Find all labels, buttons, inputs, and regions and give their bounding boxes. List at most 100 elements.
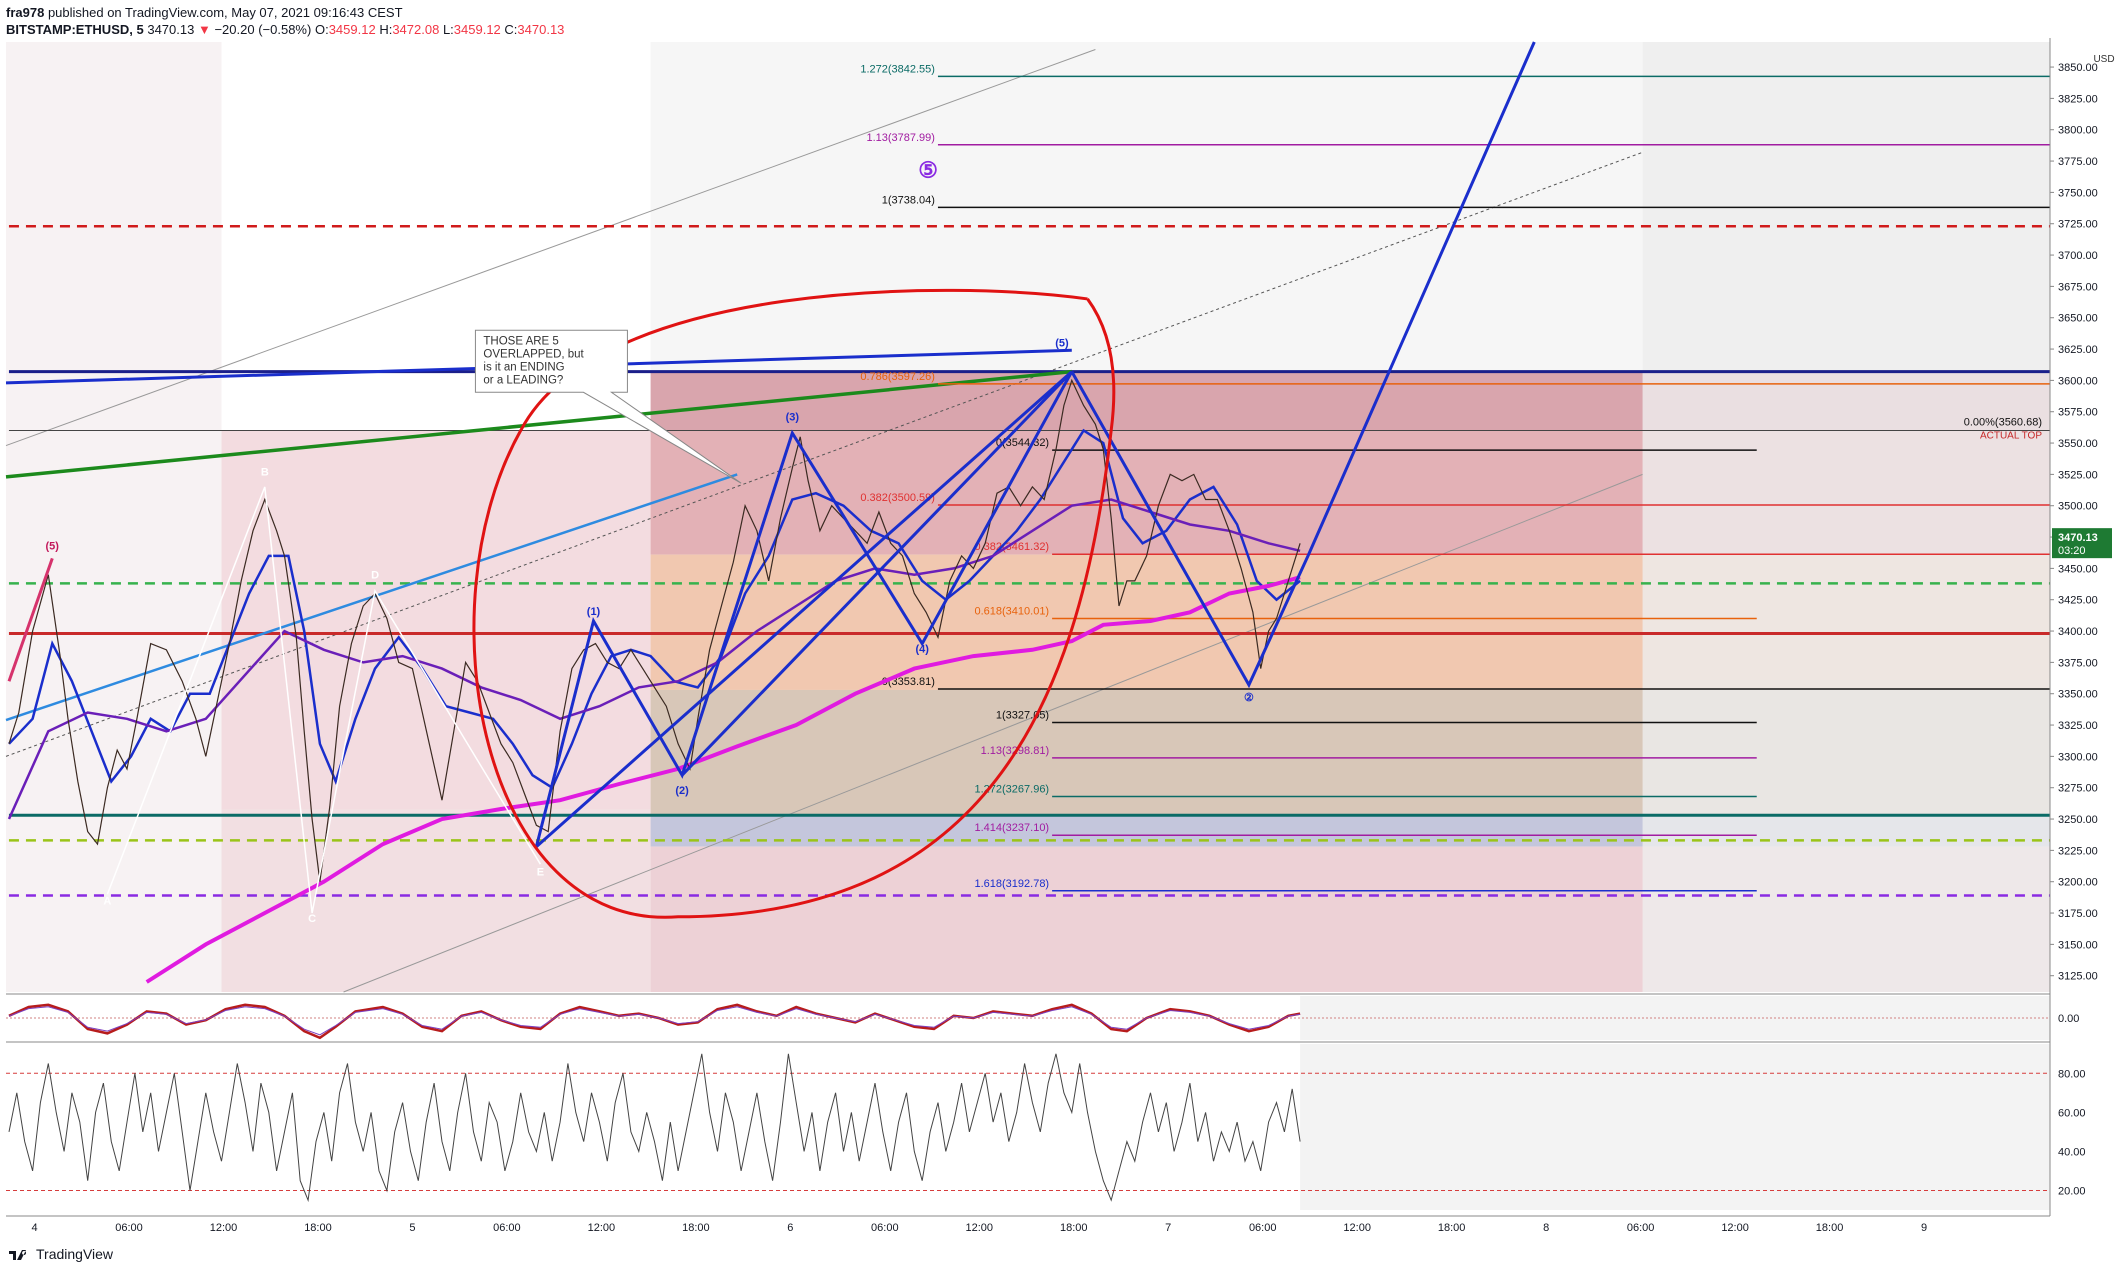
fib-level-label: 0.382(3461.32) — [974, 541, 1049, 553]
time-tick-label: 12:00 — [588, 1222, 616, 1234]
price-tick-label: 3375.00 — [2058, 657, 2098, 669]
moving-average-line — [145, 575, 1301, 984]
price-tick-label: 3825.00 — [2058, 93, 2098, 105]
wedge-lower-line — [535, 370, 1073, 848]
author-name[interactable]: fra978 — [6, 5, 45, 20]
open-label: O: — [314, 22, 329, 37]
fib-level-label: 1.414(3237.10) — [974, 822, 1049, 834]
price-tick-label: 3850.00 — [2058, 62, 2098, 74]
osc2-tick-label: 80.00 — [2058, 1068, 2086, 1080]
wave-label: (5) — [1055, 338, 1069, 350]
price-tick-label: 3625.00 — [2058, 344, 2098, 356]
price-tick-label: 3150.00 — [2058, 939, 2098, 951]
time-tick-label: 12:00 — [1721, 1222, 1749, 1234]
wave-label: C — [308, 913, 316, 925]
last-price-value: 3470.13 — [2058, 532, 2098, 544]
moving-average-line — [7, 498, 1301, 820]
wave-label: ⑤ — [918, 157, 938, 182]
price-tick-label: 3775.00 — [2058, 156, 2098, 168]
wave-label: (2) — [675, 785, 689, 797]
wave-label: D — [371, 569, 379, 581]
price-tick-label: 3575.00 — [2058, 407, 2098, 419]
triangle-wave-line — [106, 486, 542, 914]
low-label: L: — [442, 22, 454, 37]
price-tick-label: 3225.00 — [2058, 845, 2098, 857]
price-tick-label: 3675.00 — [2058, 281, 2098, 293]
time-tick-label: 06:00 — [871, 1222, 899, 1234]
impulse-wave-line — [7, 557, 54, 682]
publish-line: fra978 published on TradingView.com, May… — [6, 4, 564, 21]
price-tick-label: 3275.00 — [2058, 783, 2098, 795]
fib-level-label: 1(3738.04) — [882, 194, 935, 206]
time-tick-label: 18:00 — [1438, 1222, 1466, 1234]
time-tick-label: 6 — [787, 1222, 793, 1234]
future-shade — [1642, 42, 2050, 992]
tradingview-logo-icon — [9, 1250, 27, 1260]
time-tick-label: 5 — [409, 1222, 415, 1234]
fib-level-label: 0.382(3500.59) — [860, 492, 935, 504]
time-tick-label: 8 — [1543, 1222, 1549, 1234]
fib-level-label: 1(3327.05) — [996, 709, 1049, 721]
osc1-tick-label: 0.00 — [2058, 1013, 2079, 1025]
time-tick-label: 18:00 — [304, 1222, 332, 1234]
currency-label: USD — [2093, 54, 2114, 65]
close-value: 3470.13 — [517, 22, 565, 37]
down-arrow-icon: ▼ — [197, 22, 211, 37]
symbol-name[interactable]: BITSTAMP:ETHUSD, 5 — [6, 22, 144, 37]
time-tick-label: 06:00 — [1627, 1222, 1655, 1234]
price-axis — [2050, 38, 2118, 1216]
osc2-tick-label: 20.00 — [2058, 1185, 2086, 1197]
price-tick-label: 3300.00 — [2058, 751, 2098, 763]
low-value: 3459.12 — [453, 22, 501, 37]
fib-level-label: 0.618(3410.01) — [974, 606, 1049, 618]
time-tick-label: 18:00 — [1816, 1222, 1844, 1234]
time-tick-label: 18:00 — [682, 1222, 710, 1234]
price-tick-label: 3525.00 — [2058, 469, 2098, 481]
price-tick-label: 3425.00 — [2058, 595, 2098, 607]
green-trend-line — [5, 369, 1072, 479]
footer: TradingView — [8, 1246, 113, 1262]
high-label: H: — [379, 22, 393, 37]
time-tick-label: 06:00 — [493, 1222, 521, 1234]
price-tick-label: 3200.00 — [2058, 877, 2098, 889]
channel-mid-dashed — [5, 151, 1643, 757]
actual-top-label: ACTUAL TOP — [1980, 431, 2042, 442]
moving-average-line — [8, 428, 1301, 790]
price-change: −20.20 (−0.58%) — [214, 22, 312, 37]
time-tick-label: 12:00 — [966, 1222, 994, 1234]
osc2-line — [8, 1053, 1301, 1203]
range-box-mid — [221, 430, 651, 810]
publish-info: published on TradingView.com, May 07, 20… — [47, 5, 403, 20]
price-tick-label: 3800.00 — [2058, 125, 2098, 137]
callout-text: or a LEADING? — [483, 374, 563, 386]
price-tick-label: 3250.00 — [2058, 814, 2098, 826]
fib-level-label: 1.13(3787.99) — [866, 132, 935, 144]
wave-label: E — [537, 866, 544, 878]
time-tick-label: 12:00 — [1343, 1222, 1371, 1234]
price-tick-label: 3600.00 — [2058, 375, 2098, 387]
chart-header: fra978 published on TradingView.com, May… — [6, 4, 564, 38]
fib-level-label: 0(3544.32) — [996, 437, 1049, 449]
close-label: C: — [504, 22, 518, 37]
price-tick-label: 3125.00 — [2058, 971, 2098, 983]
fib-level-label: 0.786(3597.26) — [860, 371, 935, 383]
last-price-marker — [2052, 528, 2112, 559]
open-value: 3459.12 — [328, 22, 376, 37]
wedge-upper-line — [681, 370, 1073, 777]
callout-text: OVERLAPPED, but — [483, 348, 584, 360]
fib-level-label: 1.272(3842.55) — [860, 63, 935, 75]
wave-label: ② — [1244, 692, 1254, 704]
price-tick-label: 3175.00 — [2058, 908, 2098, 920]
time-tick-label: 06:00 — [1249, 1222, 1277, 1234]
osc2-tick-label: 60.00 — [2058, 1107, 2086, 1119]
callout-text: is it an ENDING — [483, 361, 564, 373]
high-value: 3472.08 — [392, 22, 440, 37]
price-tick-label: 3450.00 — [2058, 563, 2098, 575]
elliott-wave-line — [534, 370, 1074, 847]
footer-brand[interactable]: TradingView — [36, 1246, 114, 1262]
time-tick-label: 4 — [31, 1222, 37, 1234]
price-tick-label: 3500.00 — [2058, 501, 2098, 513]
fib-level-label: 1.272(3267.96) — [974, 784, 1049, 796]
price-tick-label: 3325.00 — [2058, 720, 2098, 732]
